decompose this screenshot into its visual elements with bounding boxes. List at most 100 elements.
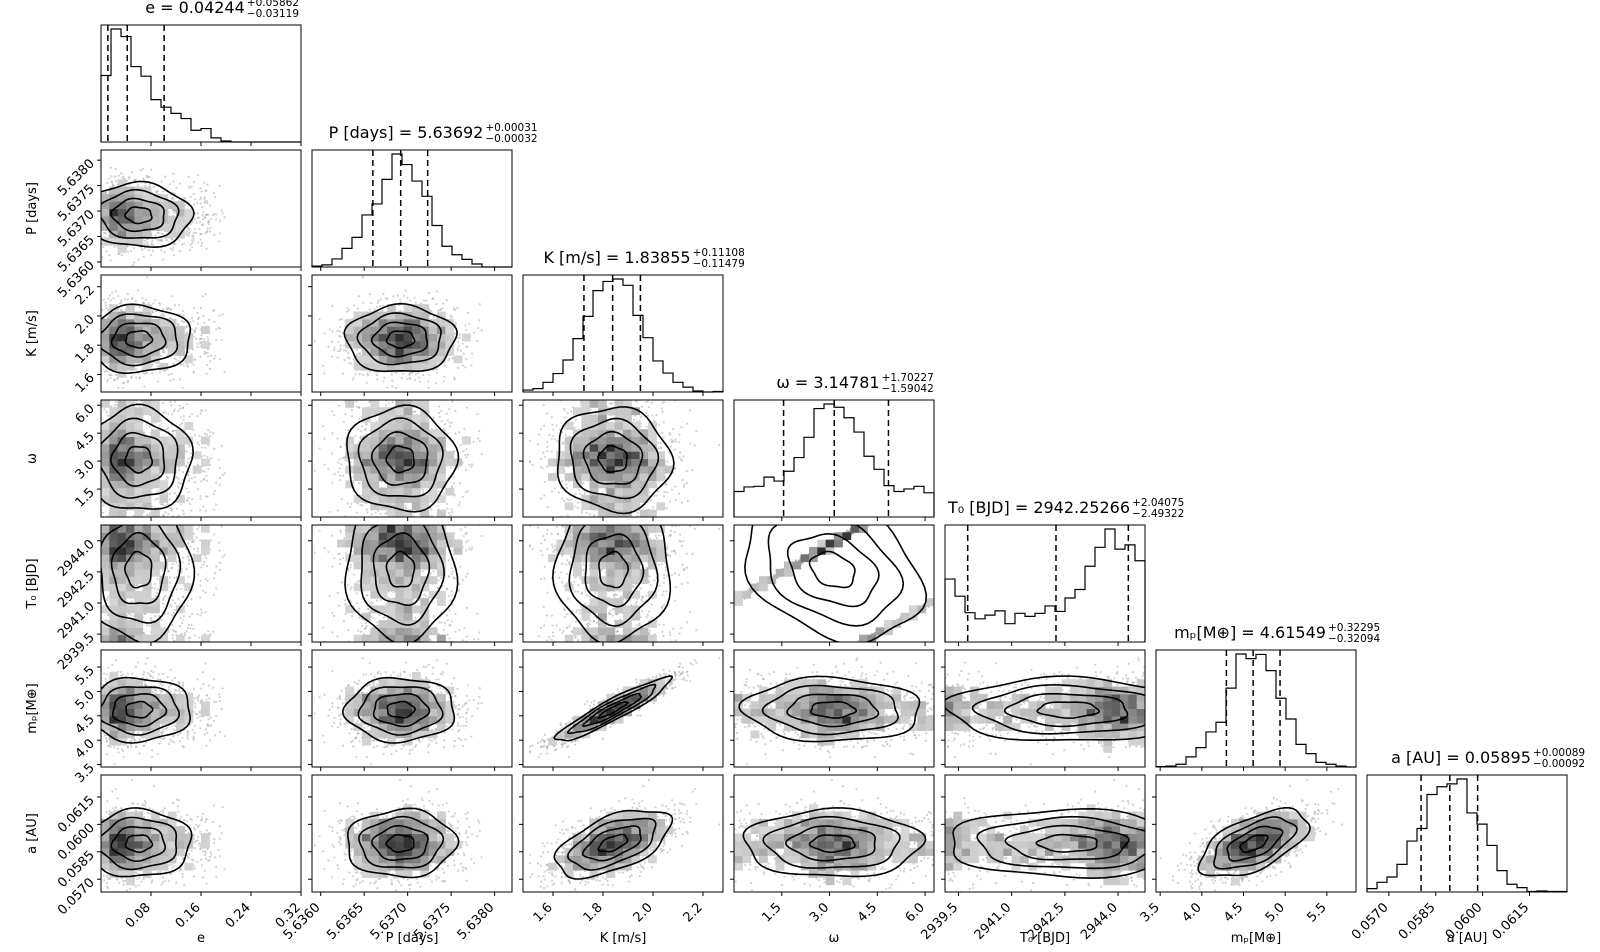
sample-point (204, 353, 206, 355)
sample-point (197, 323, 199, 325)
sample-point (116, 378, 118, 380)
sample-point (357, 308, 359, 310)
sample-point (376, 306, 378, 308)
sample-point (467, 312, 469, 314)
sample-point (343, 344, 345, 346)
sample-point (353, 304, 355, 306)
sample-point (151, 240, 153, 242)
sample-point (314, 340, 316, 342)
sample-point (333, 346, 335, 348)
sample-point (219, 327, 221, 329)
sample-point (157, 239, 159, 241)
sample-point (111, 183, 113, 185)
hist-panel-T0: T₀ [BJD] = 2942.25266+2.04075−2.49322 (945, 497, 1184, 646)
sample-point (461, 342, 463, 344)
sample-point (207, 355, 209, 357)
sample-point (106, 250, 108, 252)
sample-point (191, 348, 193, 350)
sample-point (331, 356, 333, 358)
hist-panel-P: P [days] = 5.63692+0.00031−0.00032 (312, 122, 538, 271)
sample-point (162, 350, 164, 352)
sample-point (436, 372, 438, 374)
panel-content (310, 276, 482, 396)
sample-point (352, 377, 354, 379)
hist-frame (734, 400, 934, 517)
sample-point (171, 373, 173, 375)
sample-point (142, 373, 144, 375)
sample-point (370, 302, 372, 304)
sample-point (178, 250, 180, 252)
sample-point (193, 193, 195, 195)
sample-point (152, 302, 154, 304)
sample-point (401, 377, 403, 379)
sample-point (201, 224, 203, 226)
density-cell (109, 223, 118, 231)
sample-point (147, 243, 149, 245)
hist-e (101, 29, 301, 142)
density-cell (143, 334, 152, 342)
sample-point (157, 365, 159, 367)
sample-point (187, 234, 189, 236)
sample-point (169, 380, 171, 382)
sample-point (478, 319, 480, 321)
sample-point (204, 293, 206, 295)
panel-P-K (308, 275, 512, 396)
sample-point (182, 310, 184, 312)
sample-point (140, 169, 142, 171)
sample-point (196, 343, 198, 345)
sample-point (354, 373, 356, 375)
hist-K (523, 279, 723, 392)
sample-point (162, 190, 164, 192)
sample-point (203, 338, 205, 340)
sample-point (215, 218, 217, 220)
sample-point (186, 230, 188, 232)
sample-point (189, 249, 191, 251)
sample-point (348, 362, 350, 364)
sample-point (224, 216, 226, 218)
sample-point (104, 302, 106, 304)
sample-point (115, 180, 117, 182)
sample-point (206, 336, 208, 338)
sample-point (205, 190, 207, 192)
sample-point (188, 185, 190, 187)
sample-point (127, 251, 129, 253)
sample-point (414, 379, 416, 381)
hist-title-minus: −0.00032 (485, 133, 537, 145)
sample-point (346, 357, 348, 359)
sample-point (161, 233, 163, 235)
sample-point (194, 198, 196, 200)
hist-P (312, 154, 512, 267)
sample-point (323, 332, 325, 334)
sample-point (323, 372, 325, 374)
hist-title-minus: −0.03119 (247, 8, 299, 20)
sample-point (182, 387, 184, 389)
sample-point (143, 256, 145, 258)
sample-point (195, 222, 197, 224)
sample-point (111, 292, 113, 294)
sample-point (415, 302, 417, 304)
density-cell (134, 348, 143, 356)
sample-point (200, 244, 202, 246)
sample-point (105, 232, 107, 234)
sample-point (111, 181, 113, 183)
sample-point (107, 379, 109, 381)
sample-point (208, 319, 210, 321)
sample-point (177, 323, 179, 325)
sample-point (339, 319, 341, 321)
sample-point (465, 329, 467, 331)
sample-point (146, 241, 148, 243)
sample-point (202, 211, 204, 213)
sample-point (155, 234, 157, 236)
sample-point (207, 338, 209, 340)
hist-frame (1156, 650, 1356, 767)
sample-point (114, 374, 116, 376)
sample-point (200, 238, 202, 240)
sample-point (214, 196, 216, 198)
sample-point (110, 374, 112, 376)
sample-point (115, 290, 117, 292)
sample-point (418, 377, 420, 379)
sample-point (380, 298, 382, 300)
sample-point (183, 321, 185, 323)
hist-title-minus: −2.49322 (1132, 508, 1184, 520)
sample-point (157, 232, 159, 234)
